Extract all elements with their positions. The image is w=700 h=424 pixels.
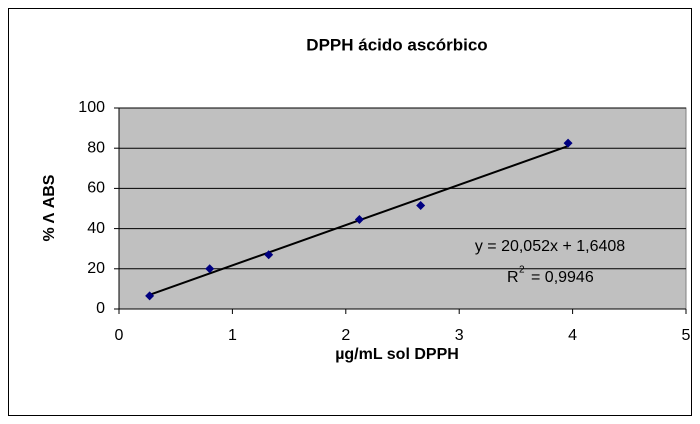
data-point [205, 264, 215, 274]
data-point [354, 215, 364, 225]
y-tick-label: 20 [87, 260, 105, 277]
x-tick-label: 3 [455, 327, 464, 344]
data-point [563, 138, 573, 148]
r-squared-value: = 0,9946 [531, 269, 594, 286]
x-tick-label: 2 [341, 327, 350, 344]
trendline-equation: y = 20,052x + 1,6408 [475, 238, 625, 255]
plot-area [118, 107, 687, 310]
r-squared-prefix: R [507, 269, 519, 286]
y-tick-label: 0 [96, 300, 105, 317]
y-tick-label: 40 [87, 220, 105, 237]
x-tick-label: 5 [682, 327, 691, 344]
y-tick-label: 60 [87, 180, 105, 197]
x-axis-label: µg/mL sol DPPH [335, 346, 459, 363]
y-tick-label: 100 [78, 99, 105, 116]
x-tick-label: 0 [115, 327, 124, 344]
data-point [264, 250, 274, 260]
y-tick-label: 80 [87, 139, 105, 156]
data-point [416, 200, 426, 210]
x-tick-label: 1 [228, 327, 237, 344]
x-tick-label: 4 [568, 327, 577, 344]
data-point [145, 291, 155, 301]
r-squared-superscript: 2 [519, 265, 525, 276]
y-axis-label: % Λ ABS [41, 174, 58, 241]
chart-title: DPPH ácido ascórbico [306, 35, 487, 54]
